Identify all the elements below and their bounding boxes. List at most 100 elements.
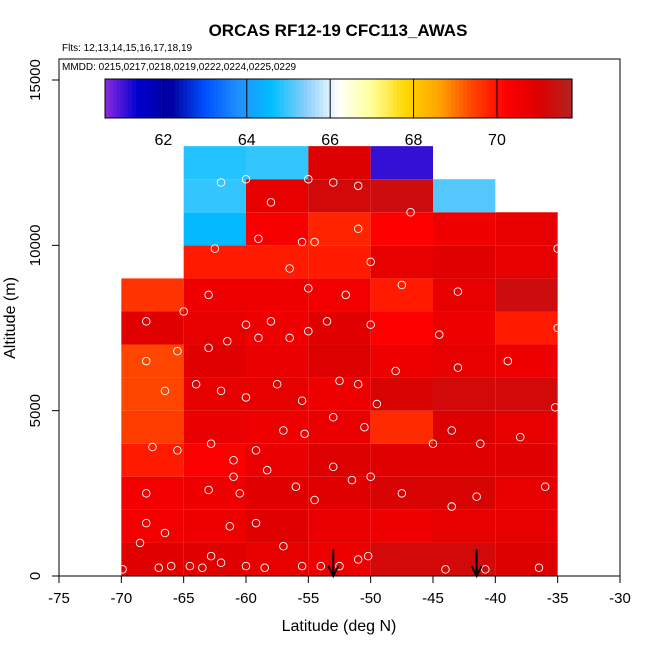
observation-point	[366, 320, 375, 329]
colorbar-segment	[268, 79, 273, 118]
x-axis-label: Latitude (deg N)	[282, 618, 397, 635]
colorbar-segment	[112, 79, 118, 118]
heatmap-cell	[183, 443, 246, 477]
observation-point	[204, 343, 213, 353]
heatmap-cell	[183, 146, 246, 180]
colorbar-segment	[116, 79, 122, 118]
heatmap-cell	[370, 278, 433, 312]
colorbar-segment	[389, 79, 394, 118]
colorbar-segment	[548, 79, 554, 118]
observation-point	[225, 522, 235, 531]
observation-point	[316, 561, 326, 571]
colorbar-segment	[221, 79, 227, 118]
heatmap-cell	[121, 443, 184, 477]
heatmap-cell	[246, 278, 309, 312]
colorbar-segment	[167, 79, 172, 118]
colorbar-tick-label: 68	[405, 132, 423, 149]
observation-point	[516, 432, 525, 442]
colorbar-segment	[307, 79, 312, 118]
x-tick-label: -70	[110, 590, 132, 607]
heatmap-cell	[183, 245, 246, 279]
colorbar-segment	[186, 79, 192, 118]
observation-point	[553, 244, 562, 253]
observation-point	[353, 379, 363, 389]
heatmap-cell	[495, 311, 558, 345]
colorbar-segment	[147, 79, 153, 118]
colorbar-tick-label: 70	[488, 132, 506, 149]
heatmap-cell	[370, 443, 433, 477]
observation-point	[453, 287, 463, 296]
observation-point	[241, 561, 251, 571]
observation-point	[235, 489, 245, 498]
colorbar-segment	[311, 79, 316, 118]
heatmap-cell	[370, 476, 433, 510]
colorbar-tick-label: 62	[154, 132, 172, 149]
heatmap-cell	[433, 377, 496, 411]
heatmap-cell	[370, 542, 433, 576]
observation-point	[285, 333, 294, 343]
colorbar-segment	[338, 79, 343, 118]
colorbar-segment	[373, 79, 379, 118]
colorbar-segment	[124, 79, 129, 118]
colorbar-segment	[568, 79, 573, 118]
colorbar-segment	[346, 79, 351, 118]
colorbar-segment	[260, 79, 266, 118]
heatmap-cell	[246, 212, 309, 246]
colorbar: 62 64 66 68 70	[104, 78, 573, 149]
y-axis-label: Altitude (m)	[2, 277, 19, 359]
colorbar-segment	[357, 79, 363, 118]
observation-point	[329, 178, 338, 187]
observation-point	[353, 224, 363, 234]
heatmap-cell	[308, 542, 371, 576]
observation-point	[266, 317, 276, 326]
observation-point	[550, 403, 560, 412]
colorbar-segment	[319, 79, 324, 118]
observation-point	[160, 386, 170, 396]
observation-point	[353, 555, 363, 564]
observation-point	[347, 475, 357, 485]
x-tick-label: -75	[48, 590, 70, 607]
y-tick-label: 15000	[27, 59, 44, 101]
x-tick-label: -45	[422, 590, 444, 607]
heatmap-cell	[246, 146, 309, 180]
x-tick-label: -30	[609, 590, 631, 607]
colorbar-segment	[517, 79, 523, 118]
observation-point	[335, 561, 344, 571]
x-tick-label: -40	[484, 590, 506, 607]
colorbar-segment	[287, 79, 293, 118]
colorbar-segment	[217, 79, 223, 118]
y-tick-label: 0	[27, 572, 44, 580]
observation-point	[198, 563, 207, 572]
x-tick-label: -35	[547, 590, 569, 607]
colorbar-segment	[182, 79, 188, 118]
colorbar-segment	[474, 79, 480, 118]
observation-point	[206, 439, 216, 448]
observation-point	[397, 489, 407, 498]
colorbar-segment	[213, 79, 219, 118]
heatmap-cell	[308, 212, 371, 246]
heatmap-cell	[308, 311, 371, 345]
observation-point	[391, 366, 400, 376]
colorbar-segment	[408, 79, 414, 118]
heatmap-cell	[121, 410, 184, 444]
observation-point	[279, 541, 288, 551]
colorbar-segment	[175, 79, 180, 118]
observation-point	[353, 181, 363, 191]
heatmap-cell	[495, 509, 558, 543]
observation-point	[534, 563, 544, 572]
heatmap-cell	[495, 410, 558, 444]
heatmap-cell	[308, 509, 371, 543]
colorbar-segment	[299, 79, 305, 118]
heatmap-cell	[370, 146, 433, 180]
colorbar-segment	[245, 79, 250, 118]
colorbar-segment	[178, 79, 184, 118]
heatmap-cell	[308, 245, 371, 279]
colorbar-segment	[466, 79, 472, 118]
observation-point	[142, 518, 151, 528]
observation-points	[118, 174, 562, 574]
observation-point	[241, 174, 251, 184]
colorbar-segment	[404, 79, 410, 118]
colorbar-segment	[334, 79, 340, 118]
colorbar-segment	[225, 79, 231, 118]
observation-point	[397, 280, 407, 290]
